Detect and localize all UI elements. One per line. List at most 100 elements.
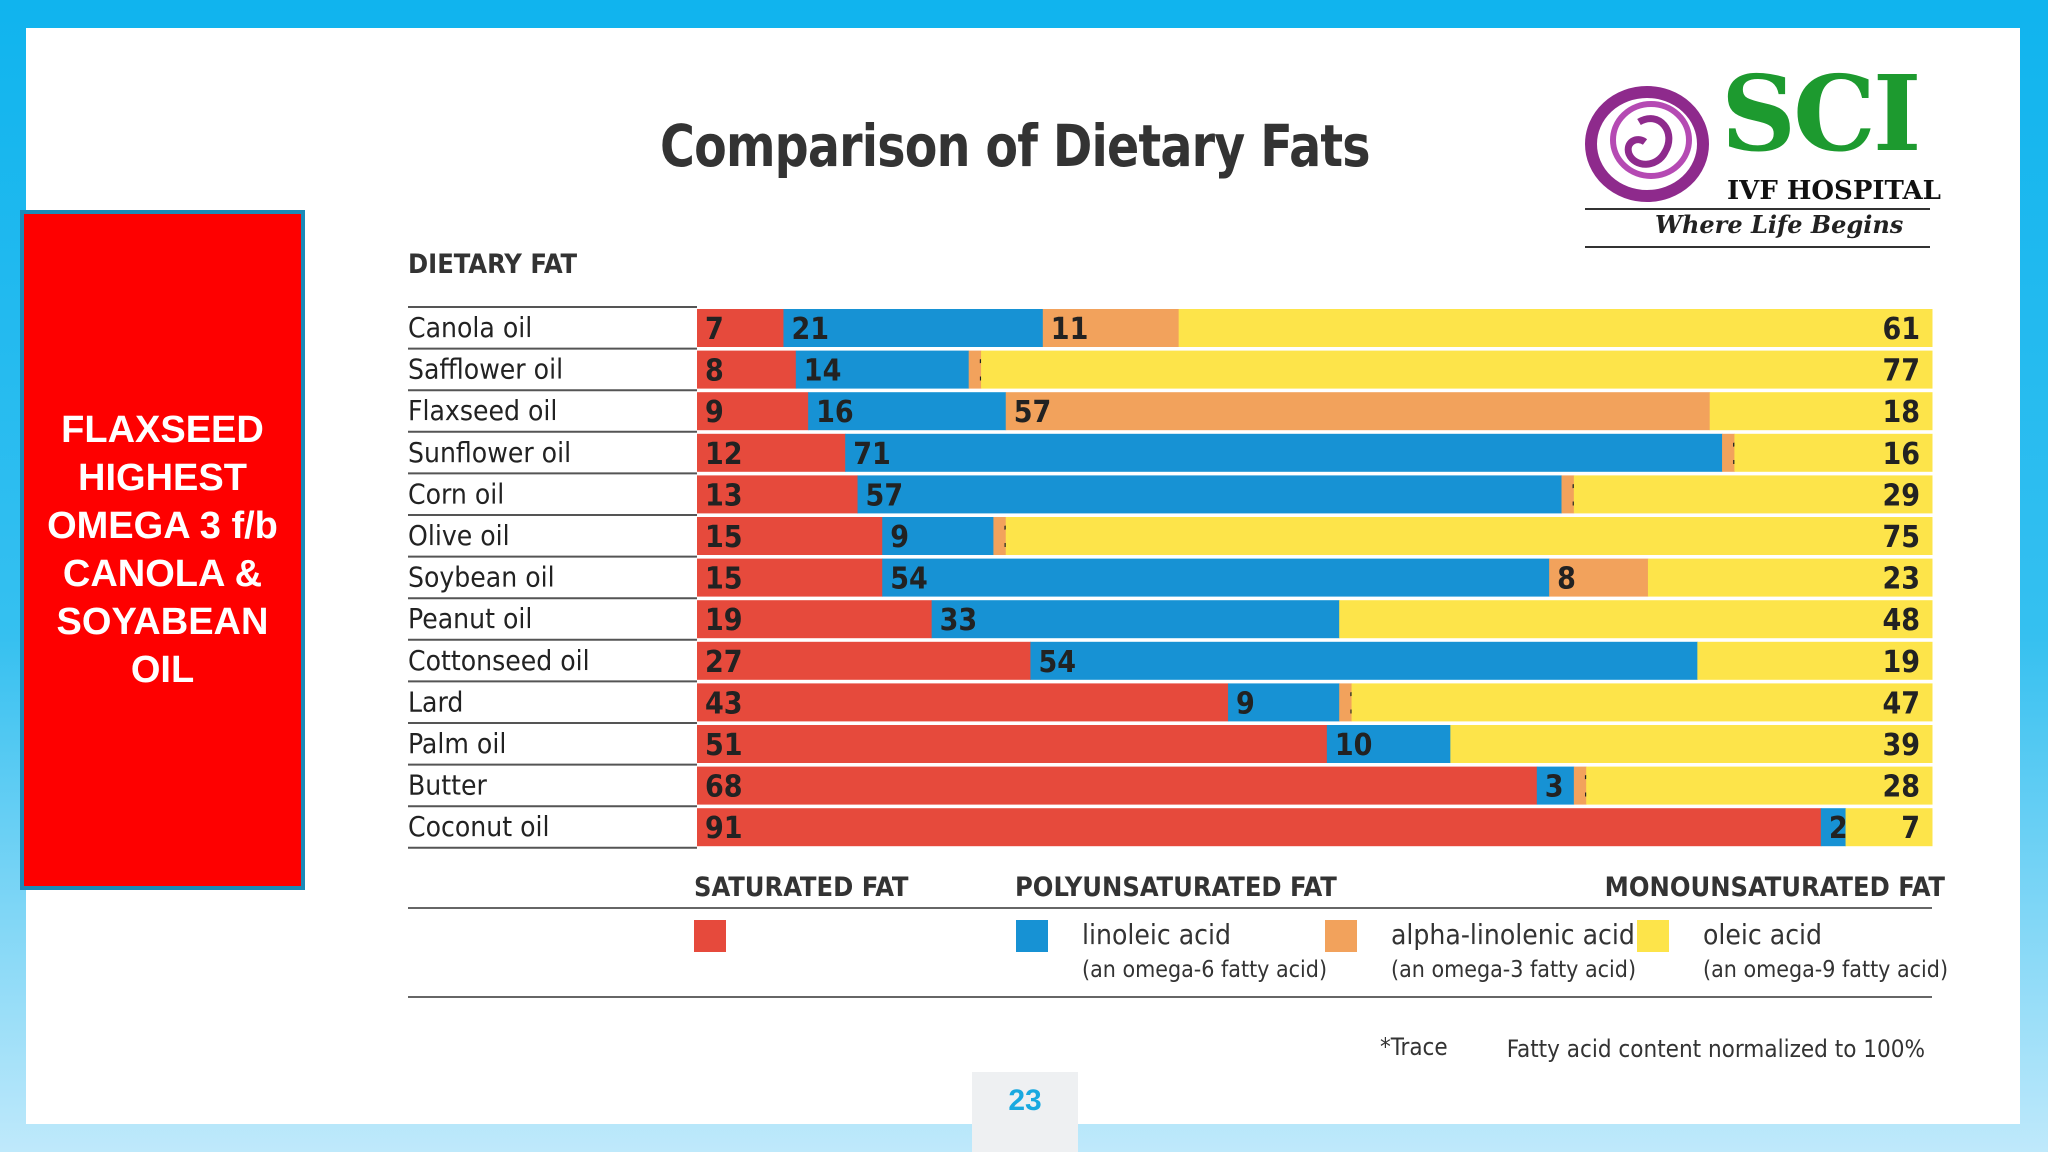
- data-label-alpha_linolenic: 11: [1051, 312, 1089, 347]
- bar-oleic: [1005, 517, 1933, 555]
- data-label-linoleic: 9: [1236, 686, 1255, 721]
- bar-saturated: [697, 558, 883, 597]
- bar-linoleic: [882, 517, 994, 555]
- bar-saturated: [697, 766, 1538, 805]
- data-label-oleic: 16: [1882, 437, 1920, 472]
- data-label-saturated: 15: [705, 520, 743, 555]
- category-label: Peanut oil: [408, 602, 532, 635]
- callout-box: FLAXSEED HIGHEST OMEGA 3 f/b CANOLA & SO…: [20, 210, 305, 890]
- category-label: Soybean oil: [408, 561, 555, 594]
- data-label-alpha_linolenic: 8: [1557, 562, 1576, 597]
- bar-alpha_linolenic: [1573, 766, 1587, 805]
- data-label-oleic: 18: [1882, 395, 1920, 430]
- legend-label-alpha_linolenic: alpha-linolenic acid: [1391, 918, 1635, 951]
- data-label-oleic: 47: [1882, 686, 1920, 721]
- bar-saturated: [697, 641, 1031, 680]
- data-label-oleic: 29: [1882, 478, 1920, 513]
- category-label: Palm oil: [408, 727, 506, 760]
- group-label-saturated: SATURATED FAT: [694, 872, 909, 903]
- category-label: Flaxseed oil: [408, 394, 557, 427]
- callout-text: FLAXSEED HIGHEST OMEGA 3 f/b CANOLA & SO…: [47, 409, 278, 691]
- data-label-linoleic: 3: [1545, 770, 1564, 805]
- data-label-saturated: 43: [705, 686, 743, 721]
- data-label-oleic: 77: [1882, 354, 1920, 389]
- category-label: Butter: [408, 769, 487, 802]
- bar-oleic: [1178, 309, 1933, 347]
- bar-oleic: [1351, 683, 1933, 722]
- data-label-linoleic: 10: [1335, 728, 1373, 763]
- category-label: Lard: [408, 685, 463, 718]
- bar-saturated: [697, 475, 859, 514]
- page-number: 23: [1008, 1084, 1042, 1117]
- logo-tagline: Where Life Begins: [1655, 210, 1904, 239]
- logo-divider: [1585, 208, 1930, 210]
- data-label-saturated: 51: [705, 728, 743, 763]
- bar-oleic: [1647, 558, 1933, 597]
- group-label-polyunsaturated: POLYUNSATURATED FAT: [1015, 872, 1337, 903]
- legend-label-oleic: oleic acid: [1703, 918, 1822, 951]
- bar-oleic: [1697, 641, 1933, 680]
- bar-linoleic: [795, 350, 970, 389]
- data-label-linoleic: 33: [940, 603, 978, 638]
- bar-oleic: [1573, 475, 1933, 514]
- logo-divider-bottom: [1585, 246, 1930, 248]
- footnote: *Trace: [1380, 1033, 1448, 1061]
- row-header: DIETARY FAT: [408, 249, 578, 280]
- legend-label-linoleic: linoleic acid: [1082, 918, 1231, 951]
- bar-alpha_linolenic: [1339, 683, 1353, 722]
- data-label-oleic: 23: [1882, 562, 1920, 597]
- data-label-linoleic: 54: [890, 562, 928, 597]
- data-label-saturated: 27: [705, 645, 743, 680]
- bar-alpha_linolenic: [1561, 475, 1575, 514]
- bar-alpha_linolenic: [1005, 392, 1711, 431]
- group-label-monounsaturated: MONOUNSATURATED FAT: [1605, 872, 1946, 903]
- bar-linoleic: [845, 433, 1723, 472]
- bar-linoleic: [1536, 766, 1575, 805]
- bar-saturated: [697, 309, 784, 347]
- bar-saturated: [697, 392, 809, 431]
- legend-sublabel-linoleic: (an omega-6 fatty acid): [1082, 957, 1327, 983]
- bar-alpha_linolenic: [1549, 558, 1649, 597]
- data-label-saturated: 12: [705, 437, 743, 472]
- bar-saturated: [697, 517, 883, 555]
- data-label-saturated: 19: [705, 603, 743, 638]
- normalization-note: Fatty acid content normalized to 100%: [1507, 1035, 1925, 1063]
- data-label-oleic: 61: [1882, 312, 1920, 347]
- data-label-saturated: 8: [705, 354, 724, 389]
- bar-saturated: [697, 808, 1822, 847]
- bar-oleic: [1450, 725, 1933, 763]
- data-label-oleic: 28: [1882, 770, 1920, 805]
- data-label-oleic: 7: [1901, 811, 1920, 846]
- data-label-saturated: 15: [705, 562, 743, 597]
- bar-oleic: [981, 350, 1933, 389]
- data-label-linoleic: 21: [791, 312, 829, 347]
- bar-linoleic: [1228, 683, 1340, 722]
- data-label-linoleic: 57: [866, 478, 904, 513]
- legend-sublabel-oleic: (an omega-9 fatty acid): [1703, 957, 1948, 983]
- logo-subtitle: IVF HOSPITAL: [1727, 176, 1941, 206]
- category-label: Cottonseed oil: [408, 644, 590, 677]
- bar-alpha_linolenic: [1042, 309, 1180, 347]
- data-label-linoleic: 14: [804, 354, 842, 389]
- data-label-linoleic: 2: [1829, 811, 1848, 846]
- category-label: Corn oil: [408, 477, 504, 510]
- hospital-logo: SCI IVF HOSPITAL Where Life Begins: [1585, 52, 1975, 258]
- bar-alpha_linolenic: [1722, 433, 1735, 472]
- data-label-saturated: 7: [705, 312, 724, 347]
- bar-linoleic: [857, 475, 1562, 514]
- bar-saturated: [697, 433, 846, 472]
- legend-sublabel-alpha_linolenic: (an omega-3 fatty acid): [1391, 957, 1636, 983]
- data-label-linoleic: 54: [1038, 645, 1076, 680]
- legend-swatch-oleic: [1637, 920, 1669, 952]
- bar-linoleic: [1326, 725, 1451, 763]
- data-label-alpha_linolenic: 57: [1014, 395, 1052, 430]
- bar-oleic: [1709, 392, 1933, 431]
- bar-linoleic: [1030, 641, 1698, 680]
- bar-oleic: [1845, 808, 1933, 847]
- bar-alpha_linolenic: [993, 517, 1007, 555]
- bar-oleic: [1339, 600, 1933, 639]
- category-label: Coconut oil: [408, 810, 549, 843]
- data-label-saturated: 13: [705, 478, 743, 513]
- category-label: Sunflower oil: [408, 436, 571, 469]
